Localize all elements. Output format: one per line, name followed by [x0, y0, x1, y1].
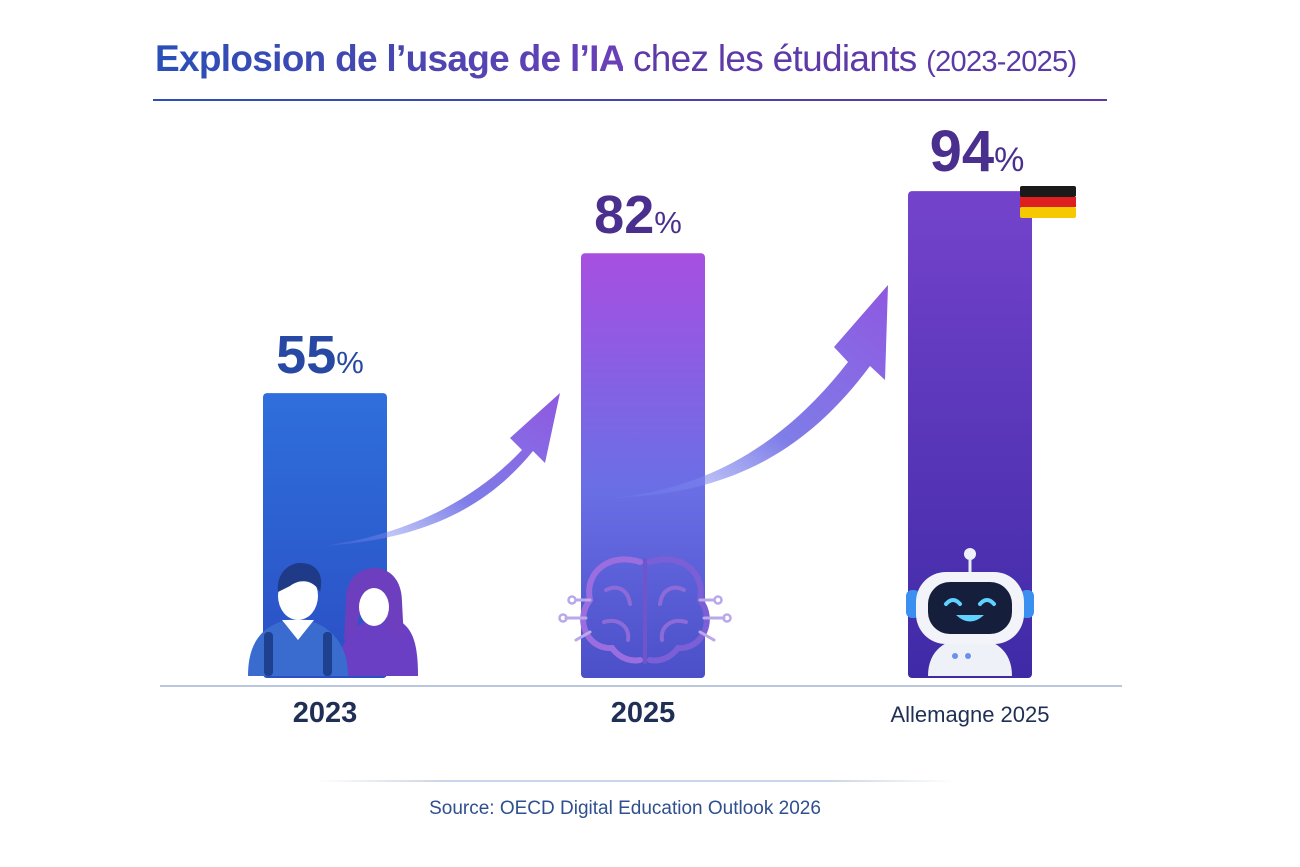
students-icon — [248, 563, 418, 676]
value-unit: % — [994, 141, 1024, 179]
growth-arrow-icon — [612, 285, 888, 498]
german-flag-icon — [1020, 186, 1076, 218]
title-years: (2023-2025) — [926, 46, 1077, 78]
bar-3 — [908, 191, 1032, 678]
source-note: Source: OECD Digital Education Outlook 2… — [429, 798, 821, 819]
category-label-1: 2023 — [293, 697, 358, 729]
value-label-3: 94% — [930, 119, 1025, 184]
bar-2 — [581, 253, 705, 679]
value-number: 55 — [276, 325, 336, 385]
title-underline — [153, 99, 1107, 101]
value-unit: % — [336, 345, 364, 380]
chart-title: Explosion de l’usage de l’IA chez les ét… — [155, 38, 1105, 88]
title-main: Explosion de l’usage de l’IA — [155, 38, 624, 79]
bars-group — [263, 191, 1032, 679]
growth-arrow-icon — [322, 393, 560, 546]
value-number: 94 — [930, 119, 995, 184]
labels-group: 55% 2023 82% 2025 94% Allemagne 2025 — [276, 119, 1049, 729]
value-number: 82 — [594, 185, 654, 245]
title-rest: chez les étudiants — [632, 38, 917, 79]
source-divider — [315, 780, 955, 782]
value-label-2: 82% — [594, 185, 682, 245]
category-label-3: Allemagne 2025 — [890, 702, 1049, 727]
category-label-2: 2025 — [611, 697, 676, 729]
brain-circuit-icon — [558, 556, 732, 664]
value-label-1: 55% — [276, 325, 364, 385]
value-unit: % — [654, 205, 682, 240]
robot-icon — [906, 548, 1034, 676]
